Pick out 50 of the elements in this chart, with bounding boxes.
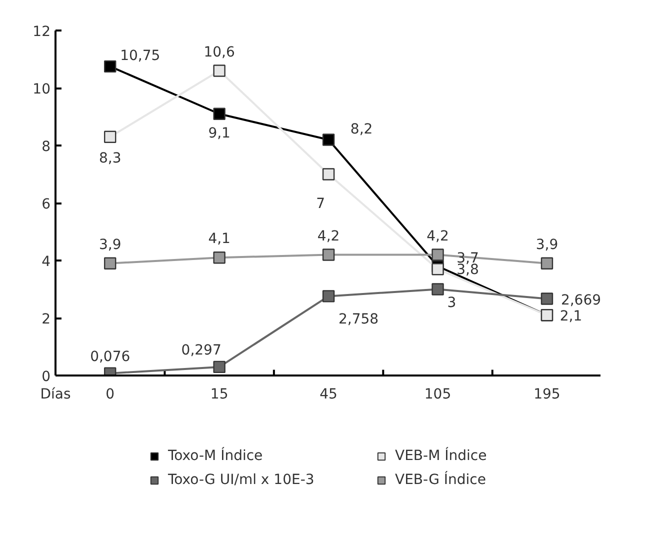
point xyxy=(432,263,444,276)
data-label: 9,1 xyxy=(208,125,230,142)
point xyxy=(213,360,226,374)
legend-label: VEB-M Índice xyxy=(395,448,488,464)
y-tick-label: 6 xyxy=(42,196,51,212)
point xyxy=(213,108,226,120)
point xyxy=(432,283,444,296)
x-tick-label: 105 xyxy=(424,386,452,402)
point xyxy=(322,248,335,261)
data-label: 2,758 xyxy=(338,312,379,328)
data-label: 2,1 xyxy=(560,308,582,325)
data-label: 2,669 xyxy=(560,292,602,308)
point xyxy=(322,168,335,180)
data-label: 3 xyxy=(447,294,456,311)
data-label: 10,75 xyxy=(120,48,160,64)
legend-label: VEB-G Índice xyxy=(395,472,487,488)
point xyxy=(104,130,116,143)
legend-label: Toxo-G UI/ml x 10E-3 xyxy=(168,472,316,488)
point xyxy=(213,64,226,77)
data-label: 10,6 xyxy=(204,44,236,60)
x-tick-label: 45 xyxy=(320,386,338,402)
point xyxy=(104,60,116,73)
data-label: 8,3 xyxy=(98,150,122,166)
data-label: 4,2 xyxy=(317,228,340,244)
x-tick-label: 15 xyxy=(210,386,228,402)
x-axis-title: Días xyxy=(40,386,71,402)
data-label: 8,2 xyxy=(350,121,373,138)
data-label: 3,9 xyxy=(536,236,558,253)
point xyxy=(432,248,444,261)
point xyxy=(540,292,554,305)
y-tick-label: 12 xyxy=(32,24,51,40)
x-tick-label: 195 xyxy=(534,386,560,402)
y-tick-label: 2 xyxy=(42,312,51,328)
point xyxy=(322,134,335,146)
y-tick-label: 8 xyxy=(42,139,51,155)
data-label: 4,2 xyxy=(426,228,449,244)
legend-label: Toxo-M Índice xyxy=(168,448,264,464)
y-tick-label: 10 xyxy=(32,82,51,98)
point xyxy=(540,257,554,270)
y-tick-label: 4 xyxy=(42,254,51,270)
data-label: 4,1 xyxy=(208,231,230,248)
data-label: 0,076 xyxy=(90,348,130,365)
point xyxy=(104,257,116,270)
y-tick-label: 0 xyxy=(42,369,51,385)
data-label: 7 xyxy=(316,196,326,212)
point xyxy=(322,290,335,302)
point xyxy=(213,252,226,264)
x-tick-label: 0 xyxy=(106,386,115,402)
data-label: 3,9 xyxy=(98,236,122,253)
data-label: 0,297 xyxy=(181,342,222,358)
